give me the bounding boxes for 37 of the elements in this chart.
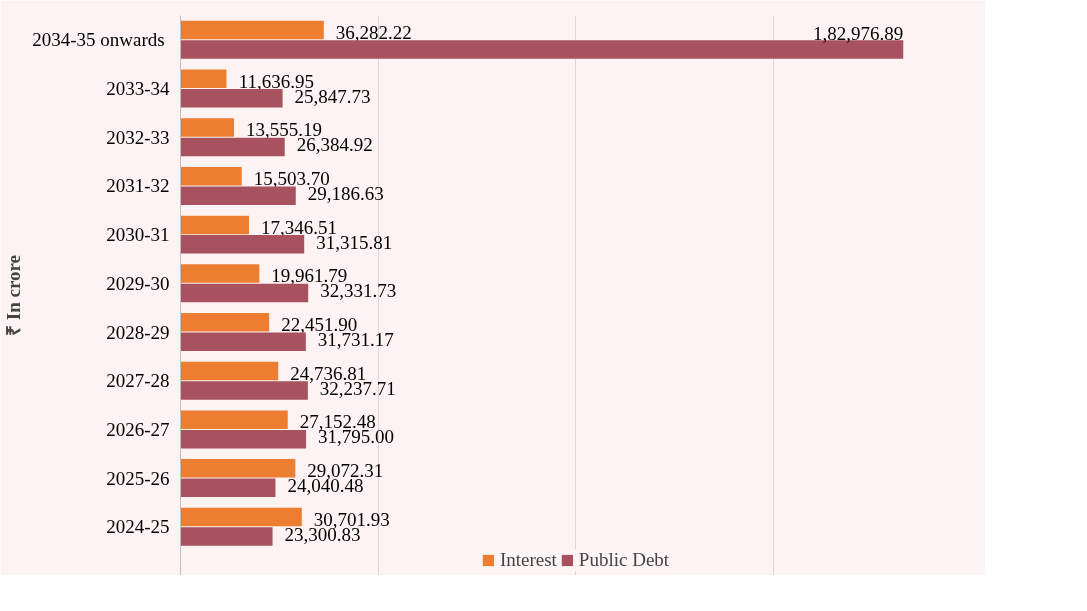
bar [180, 410, 288, 429]
y-tick-label: 2024-25 [106, 516, 170, 538]
bar [180, 118, 235, 137]
bar [180, 283, 309, 303]
data-label: 36,282.22 [335, 21, 412, 43]
legend-label: Public Debt [578, 549, 670, 571]
bar [180, 186, 296, 205]
y-tick-label: 2032-33 [106, 126, 170, 148]
y-tick-label: 2029-30 [106, 272, 170, 294]
bar [180, 166, 242, 186]
bar [180, 235, 305, 254]
bar [180, 527, 273, 546]
bar [180, 459, 296, 478]
y-tick-label: 2025-26 [106, 467, 170, 489]
data-label: 1,82,976.89 [813, 22, 904, 44]
bar [180, 20, 324, 40]
bar [180, 361, 279, 381]
bar [180, 429, 307, 449]
bar [180, 215, 250, 235]
legend-label: Interest [499, 549, 557, 571]
bar [180, 313, 270, 332]
y-tick-label: 2028-29 [106, 321, 170, 343]
y-tick-label: 2030-31 [106, 224, 170, 246]
y-tick-label: 2034-35 onwards [32, 29, 165, 51]
bar [180, 264, 260, 283]
bar [180, 137, 285, 157]
bar [180, 69, 227, 89]
y-tick-label: 2026-27 [106, 418, 170, 440]
y-tick-label: 2031-32 [106, 175, 170, 197]
bar [180, 332, 306, 352]
bar [180, 478, 276, 498]
bar [180, 89, 283, 108]
y-tick-label: 2027-28 [106, 370, 170, 392]
bar [180, 381, 308, 400]
y-axis-title: ₹ In crore [3, 254, 25, 336]
y-tick-label: 2033-34 [106, 78, 170, 100]
bar [180, 507, 302, 527]
